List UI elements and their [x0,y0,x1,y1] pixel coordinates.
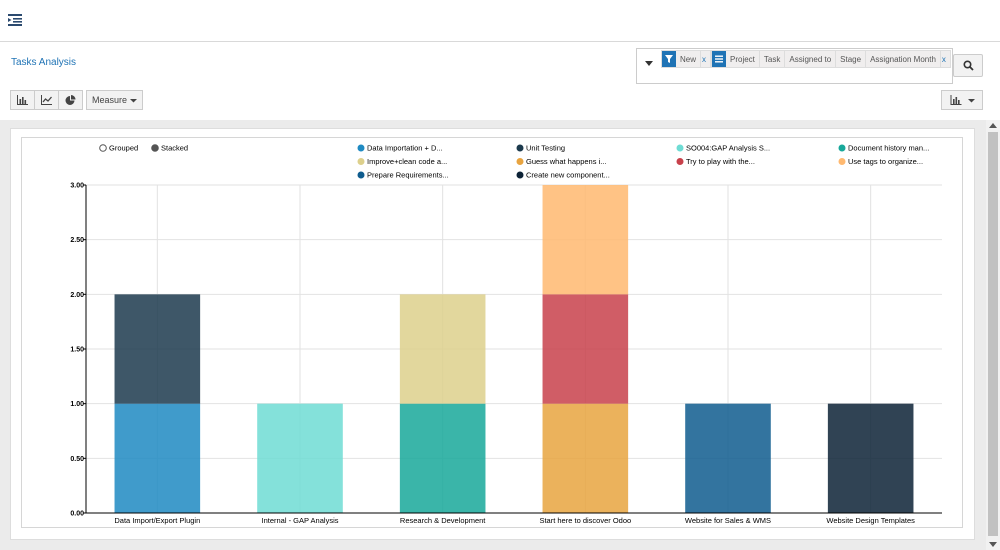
filter-icon [662,51,676,67]
y-tick-label: 1.50 [70,347,84,354]
legend-swatch[interactable] [516,158,524,165]
facet-value: Project [726,51,760,67]
bar-segment[interactable] [685,403,771,513]
x-tick-label: Internal - GAP Analysis [262,516,339,525]
filter-facet: New x [661,50,712,68]
chevron-down-icon [967,98,975,102]
legend-item[interactable]: Unit Testing [526,144,565,153]
legend-item[interactable]: Create new component... [526,171,610,180]
bar-chart-icon [17,95,28,105]
group-by-icon [712,51,726,67]
x-tick-label: Website for Sales & WMS [685,516,771,525]
scroll-down-arrow-icon[interactable] [989,540,997,548]
facet-value: Task [760,51,786,67]
legend-swatch[interactable] [516,171,524,179]
bar-segment[interactable] [114,294,201,404]
bar-segment[interactable] [399,294,486,404]
legend-item[interactable]: Use tags to organize... [848,157,923,166]
bar-chart-icon [950,95,961,105]
legend-item[interactable]: Data Importation + D... [367,144,443,153]
legend-item[interactable]: SO004:GAP Analysis S... [686,144,770,153]
legend-item[interactable]: Improve+clean code a... [367,157,447,166]
bar-segment[interactable] [542,294,629,404]
legend-item[interactable]: Guess what happens i... [526,157,606,166]
y-tick-label: 3.00 [70,183,84,190]
facet-value: Stage [836,51,867,67]
stacked-radio[interactable] [151,144,159,152]
facet-value: New [676,51,702,67]
bar-segment[interactable] [542,185,629,295]
groupby-facet: Project Task Assigned to Stage Assignati… [711,50,951,68]
x-tick-label: Website Design Templates [826,516,915,525]
chevron-down-icon [130,98,137,102]
measure-dropdown[interactable]: Measure [86,90,143,110]
stacked-label[interactable]: Stacked [161,144,188,153]
legend-swatch[interactable] [516,144,524,152]
scroll-up-arrow-icon[interactable] [989,122,997,130]
legend-swatch[interactable] [676,158,684,165]
breadcrumb[interactable]: Tasks Analysis [11,57,77,68]
search-icon [962,60,974,71]
chart-container: 0.00 0.50 1.00 1.50 2.00 2.50 3.00 Data Import/… [21,137,963,528]
search-options-caret-icon[interactable] [644,58,654,68]
legend-swatch[interactable] [838,144,846,152]
line-chart-icon [41,95,52,105]
search-button[interactable] [953,54,983,77]
legend-swatch[interactable] [357,171,365,179]
line-chart-button[interactable] [34,90,59,110]
control-panel: Tasks Analysis New x Project Task Assign… [0,42,1000,120]
legend-item[interactable]: Prepare Requirements... [367,171,449,180]
legend-swatch[interactable] [357,158,365,165]
bar-segment[interactable] [257,403,343,513]
remove-groupby-facet-button[interactable]: x [941,54,946,64]
grouped-label[interactable]: Grouped [109,144,138,153]
legend-swatch[interactable] [357,144,365,152]
measure-label: Measure [91,95,127,105]
top-navbar [0,0,1000,42]
search-box[interactable]: New x Project Task Assigned to Stage Ass… [636,48,953,84]
y-tick-label: 1.00 [70,401,84,408]
bar-segment[interactable] [399,403,486,513]
pie-chart-button[interactable] [58,90,83,110]
view-switcher-dropdown[interactable] [941,90,983,110]
y-tick-label: 2.50 [70,237,84,244]
legend-item[interactable]: Try to play with the... [686,157,755,166]
y-tick-label: 2.00 [70,292,84,299]
x-tick-label: Research & Development [400,516,486,525]
vertical-scrollbar[interactable] [986,120,1000,550]
y-tick-label: 0.50 [70,456,84,463]
legend-item[interactable]: Document history man... [848,144,929,153]
bar-segment[interactable] [542,403,629,513]
scrollbar-thumb[interactable] [988,132,998,536]
bar-chart: 0.00 0.50 1.00 1.50 2.00 2.50 3.00 Data Import/… [70,144,942,525]
bar-chart-button[interactable] [10,90,35,110]
menu-toggle-icon[interactable] [8,13,22,27]
x-tick-label: Start here to discover Odoo [539,516,631,525]
bar-segment[interactable] [827,403,914,513]
pie-chart-icon [65,94,76,105]
grouped-radio[interactable] [99,144,107,152]
legend-swatch[interactable] [676,144,684,152]
facet-value: Assignation Month [866,51,941,67]
bar-segment[interactable] [114,403,201,513]
facet-value: Assigned to [785,51,837,67]
remove-filter-facet-button[interactable]: x [702,54,707,64]
x-tick-label: Data Import/Export Plugin [114,516,200,525]
legend-swatch[interactable] [838,158,846,165]
y-tick-label: 0.00 [70,511,84,518]
